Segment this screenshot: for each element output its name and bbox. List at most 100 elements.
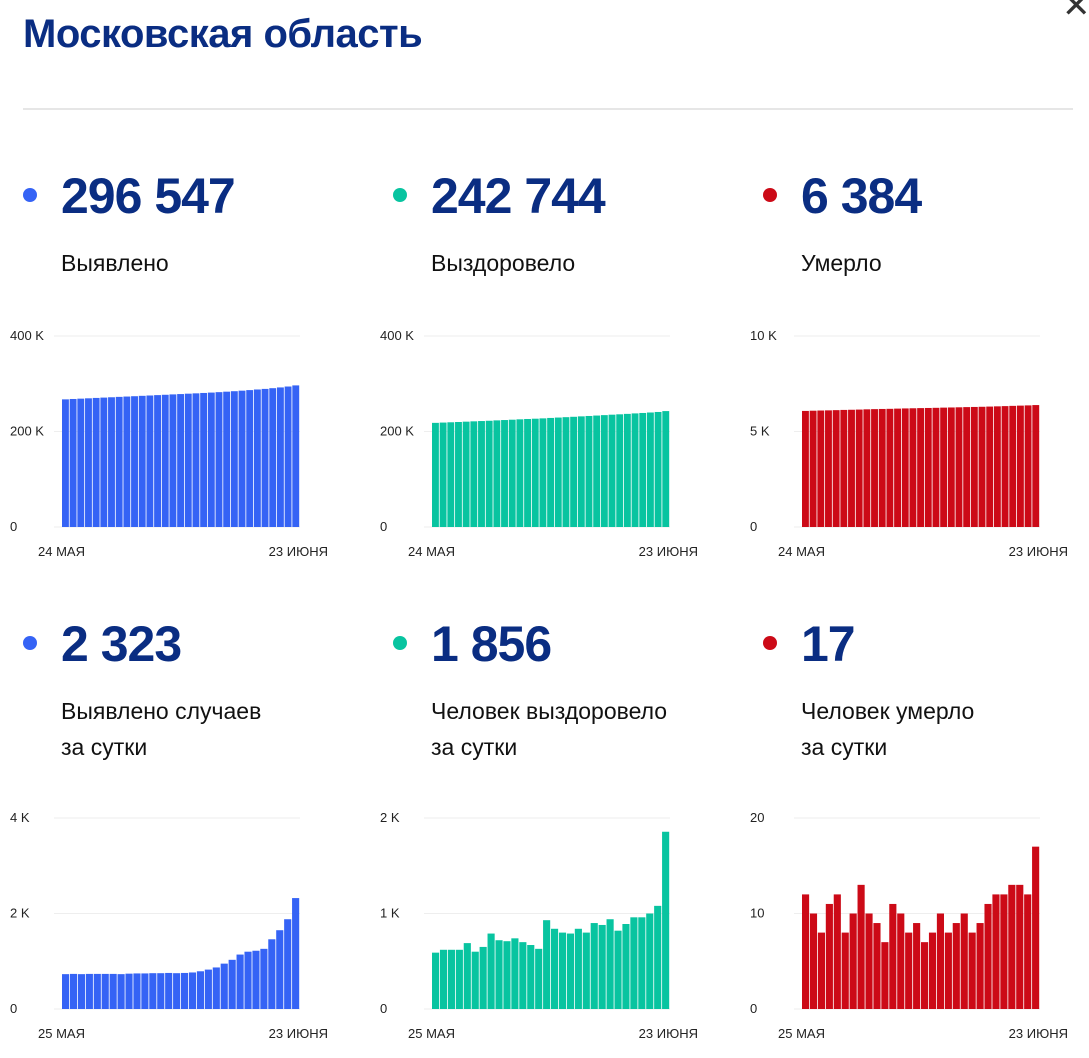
stat-label-line1: Выявлено случаев <box>61 698 262 724</box>
bar <box>215 392 223 527</box>
bar <box>570 416 578 527</box>
bar <box>207 392 215 527</box>
bar <box>524 418 532 527</box>
bar <box>100 397 108 527</box>
bar <box>960 913 968 1009</box>
bar <box>940 407 948 527</box>
bar <box>849 913 857 1009</box>
bar <box>432 952 440 1009</box>
bar <box>817 410 825 527</box>
bar <box>236 954 244 1009</box>
y-tick-label: 2 K <box>380 810 400 825</box>
bar <box>284 386 292 527</box>
bar <box>230 391 238 527</box>
bar <box>85 398 92 527</box>
bar <box>157 973 165 1009</box>
stat-value: 6 384 <box>801 168 922 224</box>
stat-label: Умерло <box>801 245 882 281</box>
bar <box>909 408 917 527</box>
stat-label-line1: Выявлено <box>61 250 169 276</box>
bar <box>109 973 117 1009</box>
legend-dot <box>763 188 777 202</box>
bar <box>566 933 574 1009</box>
y-tick-label: 10 K <box>750 328 777 343</box>
bar <box>62 974 70 1009</box>
bar <box>485 420 493 527</box>
stat-card-recovered-daily: 1 856 Человек выздоровело за сутки 0 1 K 2 K… <box>370 598 730 1058</box>
stat-label: Выявлено случаев за сутки <box>61 693 261 765</box>
bar <box>639 412 647 527</box>
stat-label-line1: Умерло <box>801 250 882 276</box>
bar <box>1000 894 1008 1009</box>
chart-confirmed: 0 200 K 400 K 24 МАЯ 23 ИЮНЯ <box>10 328 328 559</box>
bar <box>246 390 254 527</box>
bar <box>200 392 208 527</box>
bar <box>963 407 971 527</box>
x-label-start: 24 МАЯ <box>38 544 85 559</box>
bar <box>551 928 559 1009</box>
legend-dot <box>763 636 777 650</box>
bar <box>913 923 921 1009</box>
stat-label: Выявлено <box>61 245 169 281</box>
stat-label: Человек выздоровело за сутки <box>431 693 667 765</box>
x-label-end: 23 ИЮНЯ <box>1009 544 1068 559</box>
bar <box>1016 884 1024 1009</box>
bar <box>936 913 944 1009</box>
bar <box>901 408 909 527</box>
bar <box>848 409 855 527</box>
stat-value: 242 744 <box>431 168 606 224</box>
bar <box>508 419 516 527</box>
bar <box>244 951 252 1009</box>
bar <box>1001 406 1009 527</box>
x-label-end: 23 ИЮНЯ <box>269 1026 328 1041</box>
y-tick-label: 0 <box>10 519 17 534</box>
stat-card-deaths: 6 384 Умерло 0 5 K 10 K 24 МАЯ 23 ИЮНЯ <box>740 150 1089 610</box>
y-tick-label: 1 K <box>380 906 400 921</box>
bar <box>503 941 511 1009</box>
close-icon[interactable]: ✕ <box>1062 0 1089 25</box>
y-tick-label: 0 <box>380 519 387 534</box>
bar <box>897 913 905 1009</box>
stat-value: 17 <box>801 616 856 672</box>
bar <box>662 411 670 527</box>
bar <box>85 973 93 1009</box>
bar <box>269 388 277 527</box>
x-label-start: 24 МАЯ <box>778 544 825 559</box>
bar <box>177 394 185 527</box>
bar <box>970 406 978 527</box>
bar <box>439 422 447 527</box>
bar <box>161 394 169 527</box>
bar <box>62 399 69 527</box>
x-label-end: 23 ИЮНЯ <box>639 1026 698 1041</box>
bar <box>173 973 181 1009</box>
y-tick-label: 0 <box>10 1001 17 1016</box>
bar <box>184 393 192 527</box>
bar <box>955 407 963 527</box>
bar <box>986 406 994 527</box>
bar <box>894 408 902 527</box>
bar <box>562 417 570 527</box>
stat-label-line2: за сутки <box>431 734 518 760</box>
bar <box>133 973 141 1009</box>
y-tick-label: 4 K <box>10 810 30 825</box>
bar <box>855 409 863 527</box>
bar <box>292 385 300 527</box>
bar <box>101 973 109 1009</box>
bar <box>138 395 146 527</box>
bar <box>204 969 212 1009</box>
bar <box>574 928 582 1009</box>
stat-label: Человек умерло за сутки <box>801 693 974 765</box>
bar <box>944 932 952 1009</box>
bar <box>470 421 478 527</box>
stat-label-line1: Выздоровело <box>431 250 576 276</box>
bar <box>212 967 220 1009</box>
x-label-start: 25 МАЯ <box>38 1026 85 1041</box>
chart-recovered: 0 200 K 400 K 24 МАЯ 23 ИЮНЯ <box>380 328 698 559</box>
bar <box>1024 405 1032 527</box>
page-title: Московская область <box>23 12 423 56</box>
bar <box>223 391 231 527</box>
stat-label-line2: за сутки <box>61 734 148 760</box>
bar <box>539 418 547 527</box>
bar <box>478 421 485 527</box>
bar <box>276 387 284 527</box>
